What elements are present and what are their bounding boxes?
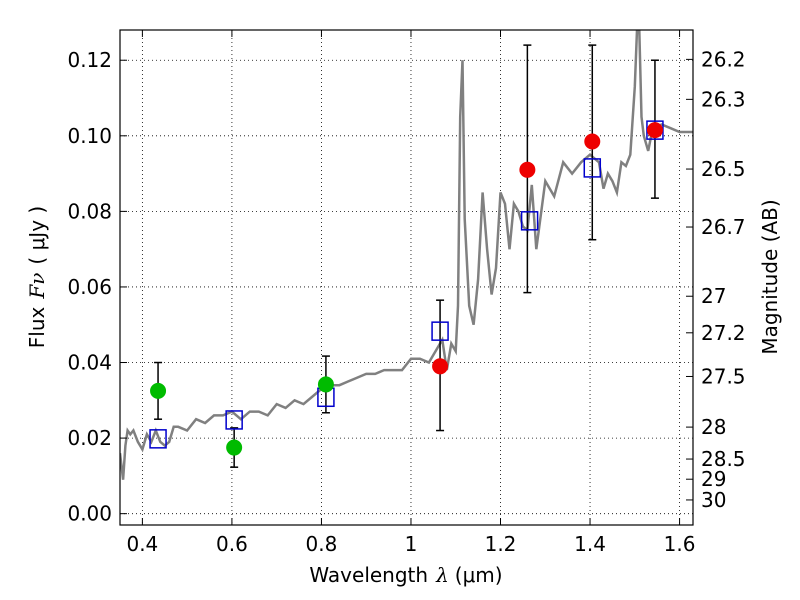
y2-tick-label: 27.2 (701, 321, 746, 345)
y-axis-label-unit: ( μJy ) (25, 206, 49, 265)
model-spectrum-line (120, 30, 693, 480)
y2-tick-label: 26.2 (701, 47, 746, 71)
model-flux-square (431, 321, 449, 341)
x-tick-label: 1.6 (664, 532, 696, 556)
y-tick-label: 0.02 (67, 426, 112, 450)
x-tick-label: 1.2 (485, 532, 517, 556)
x-axis-ticks: 0.4 0.6 0.8 1 1.2 1.4 1.6 (126, 30, 695, 556)
y2-tick-label: 27.5 (701, 364, 746, 388)
observed-points (150, 122, 663, 456)
y-tick-label: 0.10 (67, 124, 112, 148)
x-axis-label-prefix: Wavelength (309, 563, 428, 587)
model-flux-square (225, 410, 243, 430)
y2-axis-label: Magnitude (AB) (758, 199, 782, 354)
x-tick-label: 1.4 (574, 532, 606, 556)
y-axis-label: Flux Fν ( μJy ) (25, 206, 49, 348)
observed-point (317, 376, 334, 393)
y2-tick-label: 28 (701, 415, 726, 439)
y2-tick-label: 27 (701, 284, 726, 308)
y2-tick-label: 30 (701, 488, 726, 512)
observed-point (432, 358, 449, 375)
observed-point (226, 439, 243, 456)
x-tick-label: 0.4 (126, 532, 158, 556)
plot-area (120, 30, 693, 480)
y-tick-label: 0.04 (67, 351, 112, 375)
y2-tick-label: 29 (701, 467, 726, 491)
y2-tick-label: 26.7 (701, 215, 746, 239)
y-axis-label-symbol: Fν (25, 273, 49, 300)
y-tick-label: 0.00 (67, 502, 112, 526)
plot-frame (119, 29, 694, 526)
y-tick-label: 0.06 (67, 275, 112, 299)
x-axis-label-symbol: λ (435, 563, 449, 587)
model-flux-square (520, 211, 539, 231)
observed-point (646, 122, 663, 139)
x-tick-label: 0.8 (306, 532, 338, 556)
model-flux-square (583, 158, 602, 178)
x-tick-label: 0.6 (216, 532, 248, 556)
y-axis-ticks: 0.00 0.02 0.04 0.06 0.08 0.10 0.12 (67, 48, 127, 526)
y2-tick-label: 28.5 (701, 447, 746, 471)
model-flux-square (149, 429, 167, 449)
x-axis-label: Wavelength λ (μm) (309, 563, 502, 587)
y2-tick-label: 26.5 (701, 157, 746, 181)
y-axis-label-prefix: Flux (25, 306, 49, 348)
y2-tick-label: 26.3 (701, 87, 746, 111)
x-axis-label-unit: (μm) (455, 563, 503, 587)
observed-point (150, 382, 167, 399)
observed-point (519, 161, 536, 178)
plot-background (120, 30, 693, 525)
y-tick-label: 0.12 (67, 48, 112, 72)
y-tick-label: 0.08 (67, 199, 112, 223)
observed-point (584, 133, 601, 150)
x-tick-label: 1 (405, 532, 418, 556)
